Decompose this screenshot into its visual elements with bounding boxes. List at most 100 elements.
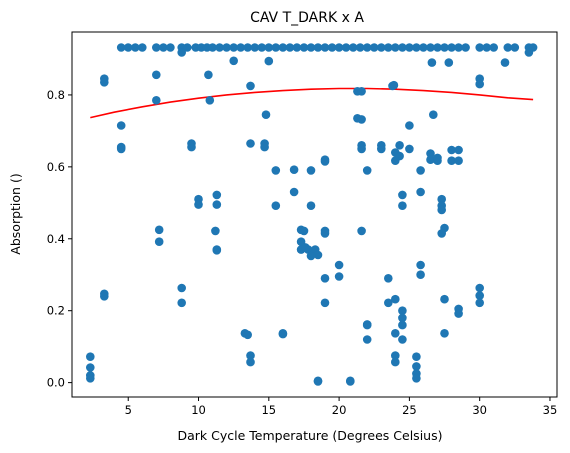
data-point — [391, 156, 400, 165]
data-point — [503, 43, 513, 52]
data-point — [301, 243, 310, 252]
data-point — [419, 43, 428, 52]
data-point — [334, 43, 344, 52]
data-point — [320, 298, 330, 308]
data-point — [348, 43, 358, 52]
data-point — [426, 155, 435, 164]
data-point — [243, 330, 252, 340]
data-point — [320, 274, 330, 283]
data-point — [395, 141, 404, 150]
data-point — [454, 145, 463, 155]
data-point — [306, 251, 316, 261]
data-point — [405, 121, 414, 130]
data-point — [377, 43, 386, 52]
data-point — [177, 283, 186, 293]
data-point — [278, 43, 288, 52]
data-point — [327, 43, 337, 52]
data-point — [264, 43, 274, 52]
data-point — [246, 351, 255, 360]
data-point — [433, 43, 442, 52]
data-point — [437, 194, 447, 204]
data-point — [208, 43, 217, 52]
data-point — [412, 352, 421, 362]
data-point — [334, 260, 344, 270]
data-point — [500, 58, 510, 67]
data-point — [100, 292, 109, 301]
data-point — [426, 149, 435, 158]
data-point — [398, 313, 407, 323]
data-point — [116, 144, 126, 154]
x-tick-label: 20 — [332, 403, 347, 417]
data-point — [461, 43, 470, 52]
fit-curve — [90, 87, 534, 119]
x-tick-label: 35 — [543, 403, 558, 417]
data-point — [384, 43, 393, 52]
data-point — [384, 274, 393, 283]
data-point — [334, 272, 344, 281]
data-point — [427, 58, 437, 67]
data-point — [271, 201, 281, 210]
data-point — [475, 79, 485, 89]
data-point — [246, 139, 255, 148]
data-point — [416, 260, 425, 270]
data-point — [454, 43, 463, 52]
x-axis-ticks: 5 10 15 20 25 30 35 — [125, 397, 558, 417]
data-point — [437, 205, 447, 215]
x-tick-label: 30 — [472, 403, 487, 417]
data-point — [391, 43, 400, 52]
y-tick-label: 0.6 — [47, 160, 65, 174]
data-point — [187, 142, 196, 152]
y-tick-label: 0.0 — [47, 376, 65, 390]
y-tick-label: 0.8 — [47, 88, 65, 102]
data-point — [398, 320, 407, 330]
data-point — [388, 81, 397, 91]
data-point — [152, 96, 161, 105]
data-point — [211, 226, 220, 236]
data-point — [416, 187, 425, 197]
data-point — [524, 48, 534, 57]
data-point — [355, 43, 365, 52]
data-point — [475, 283, 485, 293]
data-point — [236, 43, 245, 52]
data-point — [510, 43, 520, 52]
data-point — [475, 291, 485, 300]
x-tick-label: 15 — [261, 403, 276, 417]
y-axis-ticks: 0.0 0.2 0.4 0.6 0.8 — [47, 88, 72, 390]
data-point — [362, 166, 372, 175]
data-point — [377, 144, 386, 154]
data-point — [391, 329, 400, 338]
data-point — [177, 48, 186, 57]
data-point — [229, 43, 238, 52]
data-point — [391, 294, 400, 304]
x-tick-label: 25 — [402, 403, 417, 417]
data-point — [264, 56, 274, 66]
data-point — [412, 374, 421, 383]
data-point — [405, 144, 414, 154]
data-point — [261, 110, 271, 119]
data-point — [212, 190, 222, 200]
data-point — [341, 43, 351, 52]
data-point — [346, 377, 355, 386]
data-point — [362, 43, 372, 52]
y-tick-label: 0.4 — [47, 232, 65, 246]
data-point — [289, 165, 299, 174]
data-point — [454, 156, 463, 165]
data-point — [447, 156, 456, 165]
data-point — [100, 78, 109, 87]
data-point — [440, 43, 449, 52]
data-point — [131, 43, 140, 52]
points-layer — [86, 43, 538, 386]
data-point — [384, 298, 393, 308]
data-point — [222, 43, 231, 52]
data-point — [433, 153, 442, 163]
data-point — [447, 145, 456, 155]
data-point — [246, 81, 255, 91]
data-point — [391, 357, 400, 367]
data-point — [246, 357, 255, 367]
data-point — [194, 200, 203, 209]
data-point — [398, 335, 407, 344]
data-point — [116, 43, 126, 52]
data-point — [320, 43, 330, 52]
data-point — [454, 309, 463, 318]
data-point — [138, 43, 147, 52]
